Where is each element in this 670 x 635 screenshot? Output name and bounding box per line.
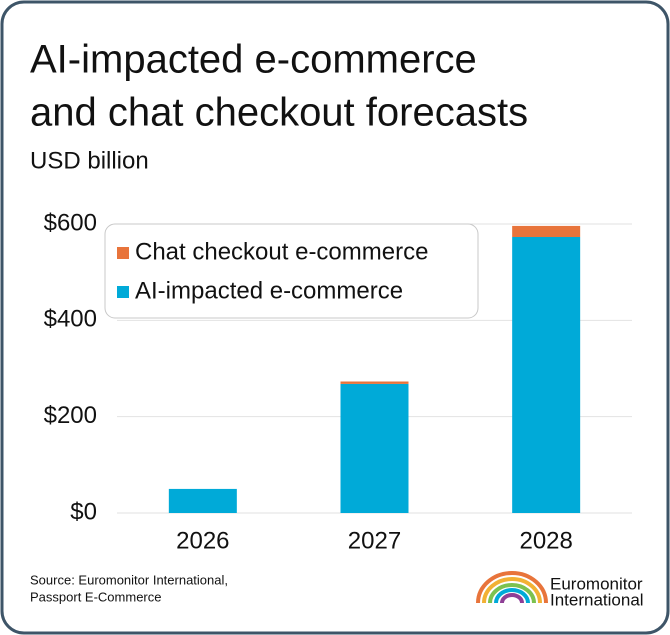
chart-subtitle: USD billion (30, 147, 149, 174)
logo-text: International (550, 590, 644, 609)
logo-icon (476, 571, 548, 604)
bar-segment (340, 383, 409, 513)
logo-text: Euromonitor (550, 574, 643, 593)
chart-title: AI-impacted e-commerce (30, 38, 477, 82)
y-tick-label: $600 (44, 209, 97, 236)
source: Passport E-Commerce (30, 589, 161, 604)
x-tick-label: 2027 (348, 527, 401, 554)
bar-segment (512, 237, 581, 513)
legend-label: Chat checkout e-commerce (135, 238, 428, 265)
y-tick-label: $400 (44, 306, 97, 333)
y-tick-label: $200 (44, 402, 97, 429)
legend-swatch (117, 286, 129, 298)
chart-title: and chat checkout forecasts (30, 91, 528, 135)
bar-segment (340, 381, 409, 384)
bar-segment (512, 225, 581, 238)
legend: Chat checkout e-commerce AI-impacted e-co… (104, 223, 479, 319)
y-tick-label: $0 (70, 498, 97, 525)
source: Source: Euromonitor International, (30, 572, 228, 587)
x-tick-label: 2026 (176, 527, 229, 554)
bar-segment (168, 488, 237, 513)
x-tick-label: 2028 (519, 527, 572, 554)
legend-label: AI-impacted e-commerce (135, 277, 403, 304)
legend-swatch (117, 247, 129, 259)
legend-box (104, 223, 479, 319)
